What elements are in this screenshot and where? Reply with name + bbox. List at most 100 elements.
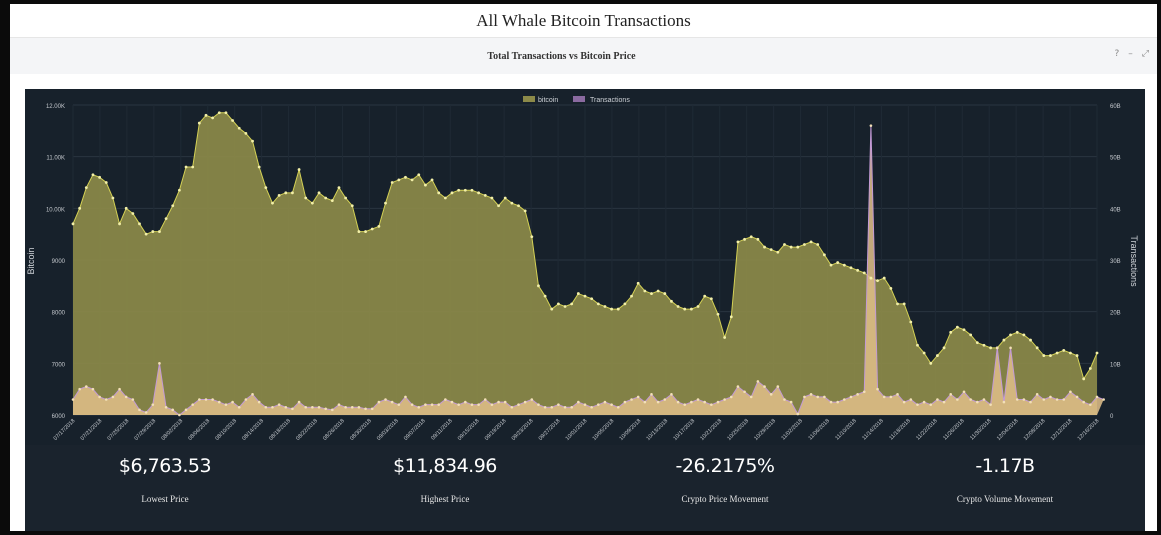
transactions-point xyxy=(138,408,141,412)
transactions-point xyxy=(1075,395,1079,399)
transactions-point xyxy=(284,405,288,409)
bitcoin-point xyxy=(962,328,966,332)
transactions-point xyxy=(98,395,101,399)
bitcoin-point xyxy=(1095,351,1099,355)
bitcoin-point xyxy=(796,245,800,249)
x-tick-label: 07/17/2018 xyxy=(53,418,77,442)
price-vs-transactions-chart[interactable]: 6000 7000 8000 9000 10.00K 11.00K 12.00K 0 10B 20… xyxy=(25,89,1145,445)
transactions-point xyxy=(151,403,155,406)
bitcoin-point xyxy=(164,217,168,221)
bitcoin-point xyxy=(91,173,95,177)
transactions-point xyxy=(331,408,334,412)
bitcoin-point xyxy=(550,307,554,311)
transactions-point xyxy=(789,400,793,404)
bitcoin-point xyxy=(337,186,341,190)
bitcoin-point xyxy=(104,181,108,184)
legend-label-transactions[interactable]: Transactions xyxy=(590,97,630,104)
transactions-point xyxy=(849,395,853,399)
y-tick-label-left: 6000 xyxy=(52,414,66,420)
x-tick-label: 10/01/2018 xyxy=(565,418,589,442)
transactions-point xyxy=(357,405,361,409)
transactions-point xyxy=(716,400,720,404)
transactions-point xyxy=(543,405,547,409)
bitcoin-point xyxy=(158,230,161,233)
bitcoin-point xyxy=(590,297,594,301)
x-tick-label: 08/06/2018 xyxy=(187,418,211,442)
minimize-icon[interactable]: – xyxy=(1128,49,1133,59)
transactions-point xyxy=(118,387,121,391)
bitcoin-point xyxy=(729,315,733,319)
transactions-point xyxy=(178,413,181,417)
bitcoin-point xyxy=(404,175,407,179)
transactions-point xyxy=(337,403,341,406)
bitcoin-point xyxy=(1055,351,1059,355)
bitcoin-point xyxy=(1062,349,1066,352)
bitcoin-point xyxy=(517,204,520,208)
transactions-point xyxy=(630,398,633,401)
transactions-point xyxy=(1069,390,1072,394)
transactions-point xyxy=(244,398,248,401)
transactions-point xyxy=(158,362,161,365)
expand-icon[interactable]: ⤢ xyxy=(1141,49,1149,59)
transactions-point xyxy=(237,405,241,409)
bitcoin-point xyxy=(537,284,540,288)
legend-swatch-transactions[interactable] xyxy=(573,96,585,102)
bitcoin-point xyxy=(224,111,228,115)
legend-label-bitcoin[interactable]: bitcoin xyxy=(538,97,558,104)
transactions-point xyxy=(949,393,953,396)
y-tick-label-right: 30B xyxy=(1110,259,1121,265)
x-tick-label: 09/03/2018 xyxy=(376,418,400,442)
transactions-point xyxy=(291,407,294,411)
x-tick-label: 07/25/2018 xyxy=(107,418,131,442)
bitcoin-point xyxy=(370,227,374,231)
transactions-point xyxy=(457,403,460,406)
bitcoin-point xyxy=(630,294,633,298)
transactions-point xyxy=(597,403,600,406)
bitcoin-point xyxy=(822,253,826,257)
bitcoin-point xyxy=(1002,338,1006,342)
transactions-point xyxy=(995,346,999,350)
stats-bar: $6,763.53 Lowest Price $11,834.96 Highes… xyxy=(25,445,1145,531)
x-tick-label: 12/08/2018 xyxy=(1023,418,1047,442)
bitcoin-point xyxy=(889,287,893,290)
legend-swatch-bitcoin[interactable] xyxy=(523,96,535,102)
transactions-point xyxy=(523,400,527,404)
transactions-point xyxy=(916,403,919,406)
bitcoin-point xyxy=(138,222,141,226)
legend[interactable]: bitcoin Transactions xyxy=(523,96,630,104)
transactions-point xyxy=(1062,398,1066,401)
bitcoin-point xyxy=(304,196,308,200)
transactions-point xyxy=(962,390,966,394)
bitcoin-point xyxy=(949,330,953,334)
bitcoin-area-fill xyxy=(73,112,1097,415)
transactions-point xyxy=(111,395,115,399)
bitcoin-point xyxy=(616,307,620,311)
help-icon[interactable]: ? xyxy=(1114,49,1120,59)
panel-title: Total Transactions vs Bitcoin Price xyxy=(487,50,636,62)
transactions-point xyxy=(344,405,347,409)
transactions-point xyxy=(670,393,673,396)
bitcoin-point xyxy=(217,111,221,115)
transactions-point xyxy=(557,403,560,406)
transactions-point xyxy=(763,385,766,388)
transactions-point xyxy=(570,405,573,409)
transactions-point xyxy=(936,398,939,401)
transactions-point xyxy=(636,395,640,399)
transactions-point xyxy=(1055,398,1059,401)
bitcoin-point xyxy=(763,245,766,249)
transactions-point xyxy=(131,398,135,401)
transactions-point xyxy=(317,405,321,409)
transactions-point xyxy=(783,398,786,401)
y-axis-label-left: Bitcoin xyxy=(26,247,36,274)
transactions-point xyxy=(530,398,534,401)
bitcoin-point xyxy=(975,341,979,345)
transactions-point xyxy=(390,400,394,404)
y-tick-label-left: 12.00K xyxy=(46,104,65,110)
bitcoin-point xyxy=(317,191,321,195)
transactions-point xyxy=(876,387,879,391)
x-tick-label: 11/18/2018 xyxy=(888,418,911,441)
transactions-point xyxy=(1015,398,1019,401)
transactions-point xyxy=(550,405,554,409)
x-tick-label: 10/09/2018 xyxy=(619,418,643,442)
x-tick-label: 08/10/2018 xyxy=(214,418,238,442)
